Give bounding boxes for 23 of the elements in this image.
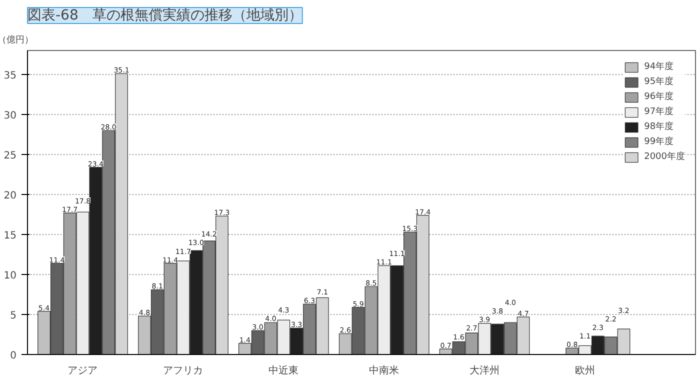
- y-tick-label: 35: [4, 70, 17, 82]
- x-tick-label: 中近東: [268, 364, 299, 376]
- x-tick-label: 欧州: [575, 364, 596, 376]
- x-tick-label: 大洋州: [470, 364, 500, 376]
- y-tick-label: 0: [10, 350, 17, 362]
- x-tick-label: アジア: [68, 366, 98, 376]
- y-tick-label: 5: [10, 310, 17, 322]
- legend-label: 94年度: [644, 60, 674, 73]
- legend-label: 96年度: [644, 90, 674, 103]
- x-tick-label: アフリカ: [163, 366, 204, 376]
- y-axis-title: （億円）: [0, 34, 34, 46]
- legend-label: 99年度: [644, 136, 674, 148]
- legend-label: 97年度: [644, 106, 674, 118]
- y-tick-label: 20: [4, 190, 17, 202]
- x-tick-label: 中南米: [369, 364, 400, 376]
- y-tick-label: 25: [4, 150, 17, 162]
- legend-label: 95年度: [644, 76, 674, 88]
- y-tick-label: 10: [4, 270, 17, 282]
- y-tick-label: 15: [4, 230, 17, 242]
- legend-label: 2000年度: [644, 150, 685, 163]
- legend-label: 98年度: [644, 120, 674, 133]
- chart-title: 図表-68 草の根無償実績の推移（地域別）: [28, 8, 302, 24]
- y-tick-label: 30: [4, 110, 17, 122]
